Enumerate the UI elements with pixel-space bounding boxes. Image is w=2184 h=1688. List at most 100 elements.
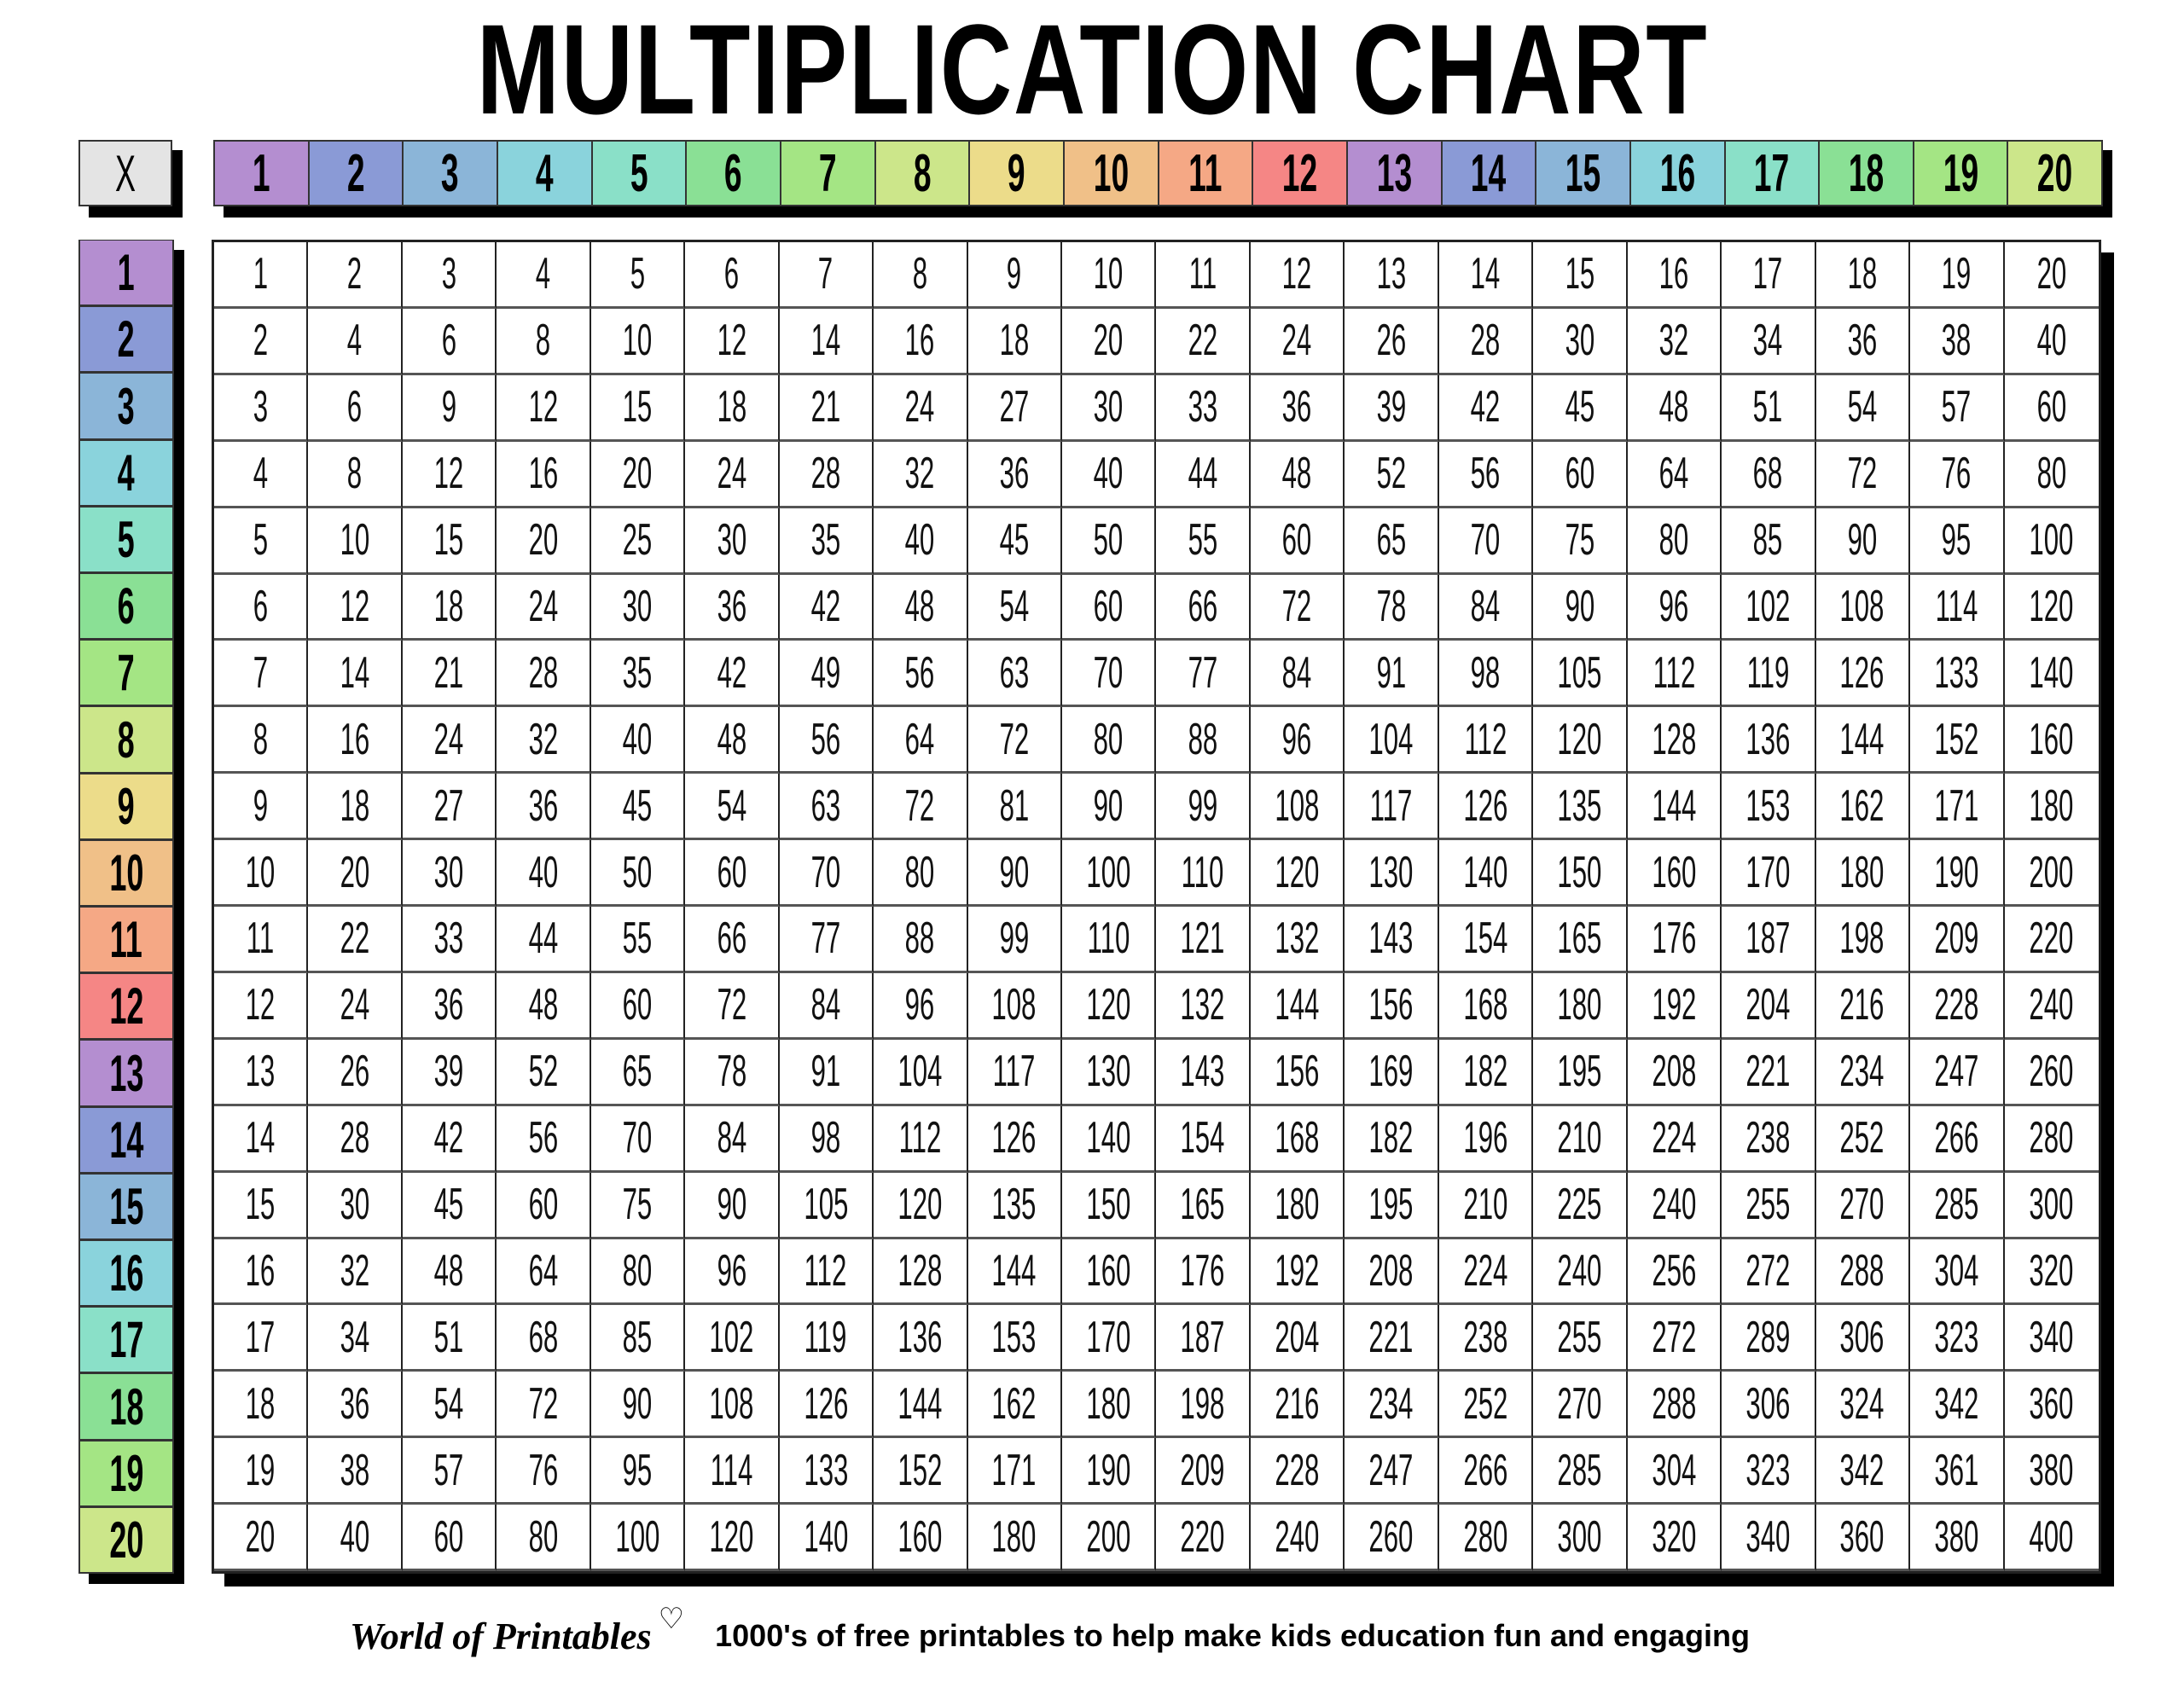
table-cell-text: 150 <box>1086 1180 1131 1230</box>
table-cell: 289 <box>1722 1305 1816 1372</box>
table-cell: 13 <box>214 1039 309 1106</box>
table-cell-text: 162 <box>1839 780 1885 831</box>
table-cell: 68 <box>1722 441 1816 508</box>
table-cell-text: 60 <box>1093 581 1124 631</box>
table-cell: 195 <box>1345 1172 1439 1239</box>
table-cell: 228 <box>1250 1438 1345 1505</box>
table-cell-text: 54 <box>433 1378 464 1429</box>
table-cell-text: 195 <box>1557 1047 1602 1097</box>
table-cell-text: 104 <box>897 1047 943 1097</box>
table-cell-text: 72 <box>717 980 746 1030</box>
table-cell: 360 <box>2004 1372 2099 1439</box>
table-cell: 76 <box>1910 441 2005 508</box>
table-cell: 54 <box>402 1372 497 1439</box>
table-cell-text: 153 <box>991 1312 1037 1362</box>
table-cell: 112 <box>874 1105 968 1173</box>
table-cell-text: 51 <box>1753 382 1783 432</box>
table-cell-text: 40 <box>528 847 558 897</box>
table-cell-text: 55 <box>1188 515 1218 566</box>
table-cell-text: 240 <box>2029 980 2074 1030</box>
table-cell: 91 <box>779 1039 874 1106</box>
column-header-text: 18 <box>1848 143 1885 203</box>
table-cell: 48 <box>497 972 591 1040</box>
table-cell: 12 <box>685 308 780 375</box>
table-cell-text: 42 <box>810 581 841 631</box>
table-cell: 16 <box>874 308 968 375</box>
row-header: 10 <box>78 839 174 908</box>
table-cell-text: 68 <box>1753 449 1783 499</box>
table-cell: 180 <box>1533 972 1628 1040</box>
table-cell-text: 1 <box>253 249 268 299</box>
table-cell: 90 <box>967 840 1063 907</box>
table-cell-text: 85 <box>622 1312 653 1362</box>
table-cell: 12 <box>214 972 309 1040</box>
table-cell-text: 220 <box>1180 1511 1225 1562</box>
table-cell-text: 16 <box>1658 249 1689 299</box>
table-cell: 119 <box>1722 641 1816 708</box>
table-cell-text: 90 <box>1847 515 1878 566</box>
table-cell-text: 190 <box>1086 1445 1131 1495</box>
table-cell: 7 <box>779 242 874 309</box>
table-cell-text: 165 <box>1557 914 1602 964</box>
table-cell: 30 <box>590 574 686 641</box>
table-cell-text: 5 <box>253 515 268 566</box>
row-header-text: 4 <box>117 444 136 502</box>
table-cell-text: 76 <box>528 1445 558 1495</box>
table-cell: 208 <box>1627 1039 1722 1106</box>
table-cell-text: 21 <box>433 647 464 698</box>
table-cell: 260 <box>2004 1040 2099 1106</box>
table-cell-text: 195 <box>1368 1180 1414 1230</box>
table-cell: 85 <box>1722 508 1816 575</box>
table-cell: 156 <box>1250 1039 1345 1106</box>
table-cell: 198 <box>1156 1372 1251 1439</box>
column-header: 1 <box>215 142 310 205</box>
table-cell-text: 70 <box>810 847 841 897</box>
table-cell: 12 <box>1250 242 1345 309</box>
row-header: 2 <box>78 306 174 374</box>
table-cell: 55 <box>1156 508 1251 575</box>
table-cell: 100 <box>590 1505 686 1571</box>
table-cell: 168 <box>1250 1105 1345 1173</box>
table-cell-text: 182 <box>1368 1113 1414 1163</box>
table-cell-text: 19 <box>245 1445 276 1495</box>
table-cell: 11 <box>1156 242 1251 309</box>
table-cell-text: 104 <box>1368 714 1414 764</box>
table-cell-text: 66 <box>717 914 746 964</box>
column-header-text: 12 <box>1281 143 1318 203</box>
table-cell-text: 209 <box>1180 1445 1225 1495</box>
table-cell-text: 180 <box>2029 780 2074 831</box>
row-header-text: 6 <box>117 577 136 635</box>
table-cell-text: 228 <box>1934 980 1979 1030</box>
column-header: 8 <box>875 142 971 205</box>
table-cell-text: 256 <box>1651 1245 1696 1296</box>
table-cell-text: 49 <box>810 647 841 698</box>
column-header-text: 13 <box>1376 143 1412 203</box>
table-cell-text: 153 <box>1745 780 1791 831</box>
row-header: 18 <box>78 1373 174 1441</box>
table-cell-text: 105 <box>1557 647 1602 698</box>
table-cell: 168 <box>1438 972 1534 1040</box>
table-cell: 144 <box>1627 774 1722 841</box>
table-cell: 5 <box>214 508 309 575</box>
table-cell-text: 112 <box>804 1245 847 1296</box>
table-cell-text: 304 <box>1934 1245 1979 1296</box>
table-cell-text: 30 <box>1565 316 1594 366</box>
table-cell: 11 <box>214 907 309 973</box>
table-cell: 63 <box>967 641 1063 708</box>
table-cell: 209 <box>1156 1438 1251 1505</box>
table-cell: 162 <box>1815 774 1911 841</box>
table-cell: 30 <box>685 508 780 575</box>
table-cell: 84 <box>1438 574 1534 641</box>
table-cell: 18 <box>214 1372 309 1439</box>
table-cell-text: 72 <box>905 780 935 831</box>
table-cell: 4 <box>308 308 403 375</box>
column-header-text: 10 <box>1093 143 1129 203</box>
row-header: 15 <box>78 1173 174 1241</box>
table-cell-text: 10 <box>245 847 276 897</box>
table-cell: 252 <box>1438 1372 1534 1439</box>
table-cell: 126 <box>779 1372 874 1439</box>
table-cell: 40 <box>2004 309 2099 375</box>
table-cell: 36 <box>967 441 1063 508</box>
column-header-text: 2 <box>346 143 365 203</box>
table-cell-text: 120 <box>1557 714 1602 764</box>
